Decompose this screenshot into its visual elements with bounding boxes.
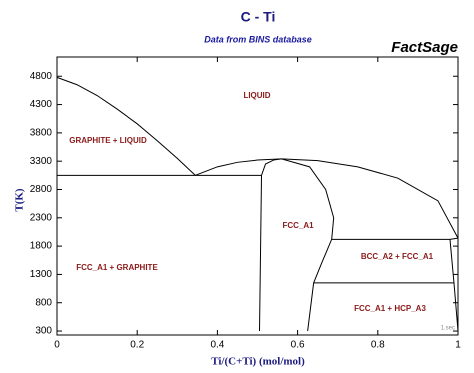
x-tick-label: 0	[54, 340, 60, 351]
region-label: BCC_A2 + FCC_A1	[361, 252, 434, 261]
y-tick-label: 3300	[30, 156, 53, 167]
y-tick-label: 1300	[30, 269, 53, 280]
plot-frame	[56, 56, 459, 336]
region-label: GRAPHITE + LIQUID	[69, 136, 147, 145]
region-label: FCC_A1 + HCP_A3	[354, 304, 426, 313]
phase-boundary	[331, 237, 459, 240]
brand: FactSage	[391, 39, 458, 56]
y-tick-label: 2800	[30, 184, 53, 195]
phase-boundary	[56, 76, 196, 176]
x-tick-label: 1	[455, 340, 461, 351]
region-label: FCC_A1 + GRAPHITE	[76, 263, 158, 272]
x-tick-label: 0.2	[130, 340, 144, 351]
y-tick-label: 4300	[30, 99, 53, 110]
x-axis-label: Ti/(C+Ti) (mol/mol)	[211, 356, 305, 368]
y-tick-label: 3800	[30, 128, 53, 139]
y-tick-label: 1800	[30, 241, 53, 252]
y-axis-label: T(K)	[14, 188, 26, 212]
y-tick-label: 800	[35, 297, 52, 308]
x-tick-label: 0.8	[371, 340, 385, 351]
y-tick-label: 4800	[30, 71, 53, 82]
phase-boundary	[259, 158, 282, 332]
chart-title: C - Ti	[241, 9, 276, 25]
region-label: FCC_A1	[282, 221, 314, 230]
footnote: 1.sec	[441, 326, 455, 332]
x-tick-label: 0.6	[291, 340, 305, 351]
region-label: LIQUID	[243, 91, 270, 100]
y-tick-label: 2300	[30, 212, 53, 223]
x-tick-label: 0.4	[210, 340, 224, 351]
phase-boundary	[195, 158, 459, 239]
chart-subtitle: Data from BINS database	[204, 34, 312, 44]
phase-boundary	[281, 158, 335, 332]
phase-boundary	[449, 239, 459, 332]
y-tick-label: 300	[35, 326, 52, 337]
